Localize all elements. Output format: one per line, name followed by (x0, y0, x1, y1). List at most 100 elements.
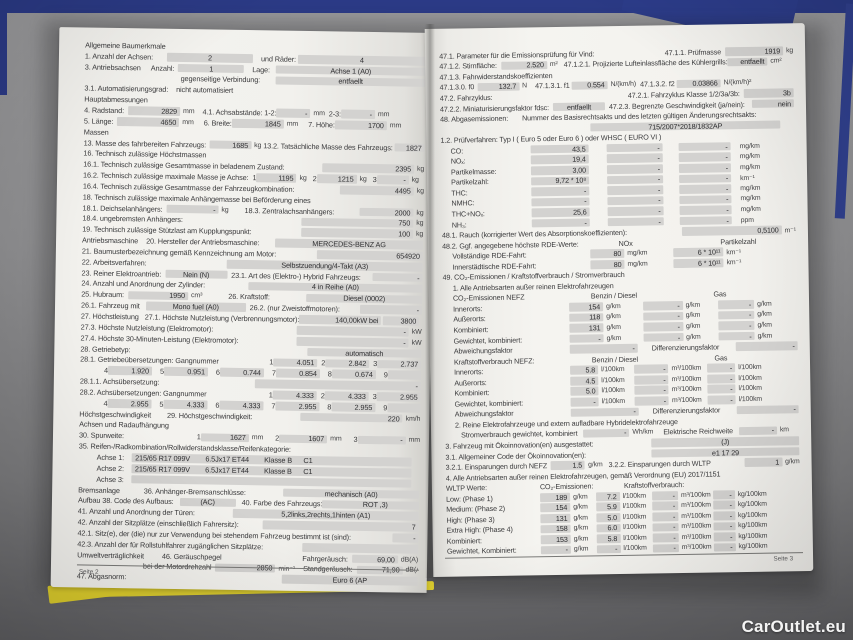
field-label: 47.1.3.0. f0 (439, 82, 475, 93)
field-value-box: - (707, 395, 736, 405)
field-value-box: 4 (297, 54, 426, 66)
field-label: 18.1. Deichselanhängers: (82, 203, 163, 214)
field-label: Kombiniert: (453, 325, 489, 335)
field-value-box: - (531, 197, 590, 207)
field-value-box: Diesel (0002) (306, 293, 423, 304)
field-value-box: - (735, 341, 798, 352)
field-value-box: 0,5100 (681, 226, 782, 236)
field-label: sonstige (779, 288, 797, 298)
field-label: 22. Arbeitsverfahren: (81, 257, 147, 268)
unit-label: g/km (757, 321, 772, 329)
field-label: Low: (Phase 1) (446, 493, 493, 504)
field-label: 47.1.1. Prüfmasse (664, 47, 722, 58)
field-label: 30. Spurweite: (78, 430, 125, 441)
booklet-spine (425, 24, 435, 578)
field-label: 28.1.1. Achsübersetzung: (79, 376, 160, 387)
unit-label: cm³ (190, 292, 203, 300)
field-label: 25. Hubraum: (81, 289, 125, 300)
field-value-box: - (652, 544, 679, 553)
field-label: 1. Anzahl der Achsen: (84, 51, 154, 62)
field-value-box: 1195 (256, 173, 297, 183)
field-value-box: 6 * 10¹¹ (673, 258, 724, 268)
field-value-box: - (569, 334, 604, 344)
field-value-box: - (678, 153, 731, 163)
unit-label: mm (251, 434, 264, 442)
field-label: Differenzierungsfaktor (651, 342, 720, 353)
field-value-box: 4.051 (273, 358, 318, 368)
field-label: Massen (83, 127, 109, 137)
field-label: 18.3. Zentralachsanhängers: (244, 205, 335, 216)
unit-label: kg (416, 209, 424, 217)
field-value-box: 5.9 (595, 502, 620, 511)
unit-label: l/100km (601, 376, 625, 385)
field-value-box: 2395 (322, 163, 415, 174)
field-value-box: - (340, 109, 375, 119)
field-value-box: - (392, 533, 419, 543)
field-value-box: 5.0 (570, 387, 599, 396)
field-value-box: 9,72 * 10⁸ (531, 176, 590, 186)
spacer (252, 416, 300, 417)
spacer (756, 240, 796, 241)
field-value-box: 1 (744, 458, 783, 467)
unit-label: mg/km (627, 249, 648, 258)
spacer (627, 232, 682, 233)
field-value-box: entfaellt (552, 101, 606, 112)
field-value-box: - (387, 403, 421, 413)
unit-label: kg/100km (737, 511, 768, 519)
field-value-box: - (540, 545, 571, 555)
field-label: Achsen und Radaufhängung (79, 419, 169, 431)
field-label: Innerorts: (454, 367, 484, 377)
spacer (183, 220, 301, 222)
field-value-box: - (679, 205, 732, 215)
field-value-box: 153 (540, 535, 571, 544)
unit-label: l/100km (738, 374, 762, 382)
field-value-box: 131 (569, 323, 604, 333)
field-value-box: - (296, 325, 409, 336)
field-value-box: 6 * 10¹¹ (673, 248, 724, 258)
field-value-box: - (679, 216, 732, 226)
unit-label: kW (411, 328, 422, 336)
field-label: NOx (618, 238, 633, 248)
field-value-box: (AC) (179, 497, 236, 508)
spacer (493, 95, 628, 97)
field-label: 27. Höchstleistung (80, 311, 139, 322)
field-value-box: - (736, 405, 799, 415)
field-label: 23. Reiner Elektroantrieb: (81, 268, 162, 279)
field-value-box: - (607, 175, 664, 185)
field-value-box: nein (751, 99, 794, 109)
unit-label: l/100km (601, 366, 625, 374)
field-label: 28.2. Achsübersetzungen: Gangnummer (79, 387, 207, 399)
field-value-box: - (651, 491, 678, 501)
field-label: Extra High: (Phase 4) (446, 525, 513, 536)
field-label: Gewichtet, kombiniert: (453, 335, 523, 346)
unit-label: l/100km (738, 385, 762, 393)
field-value-box: - (570, 397, 599, 407)
field-value-box: - (712, 490, 735, 500)
field-label: 3.1. Automatisierungsgrad: (84, 83, 169, 95)
field-label: Benzin / Diesel (591, 354, 639, 365)
field-value-box: - (642, 301, 683, 311)
unit-label: N/(km/h)² (723, 79, 752, 87)
field-value-box: - (606, 154, 663, 164)
field-value-box: 3b (743, 88, 794, 98)
field-value-box: 6.0 (596, 523, 621, 533)
field-label: 47.2.1. Fahrzyklus Klasse 1/2/3a/3b: (627, 89, 740, 100)
field-label: Gewichtet, Kombiniert: (446, 546, 517, 557)
field-value-box: - (712, 511, 736, 521)
field-value-box: - (738, 426, 778, 436)
field-value-box: 0.03866 (676, 79, 721, 89)
unit-label: kg (416, 187, 424, 195)
field-value-box: 43,5 (530, 144, 589, 154)
field-label: Benzin / Diesel (590, 291, 638, 301)
field-value-box: - (166, 204, 219, 214)
field-label: Umweltverträglichkeit (77, 550, 145, 561)
field-value-box: - (713, 522, 736, 531)
field-label: CO₂-Emissionen NEFZ (452, 292, 525, 303)
field-value-box: Euro 6 (AP (281, 575, 418, 586)
field-label: 18.4. ungebremsten Anhängers: (82, 213, 183, 225)
page-left-content: Allgemeine Baumerkmale 1. Anzahl der Achs… (77, 39, 426, 586)
field-label: 48. Abgasemissionen: (440, 113, 509, 124)
field-value-box: 3,00 (530, 165, 590, 175)
unit-label: g/km (573, 493, 588, 501)
unit-label: l/100km (601, 387, 625, 395)
